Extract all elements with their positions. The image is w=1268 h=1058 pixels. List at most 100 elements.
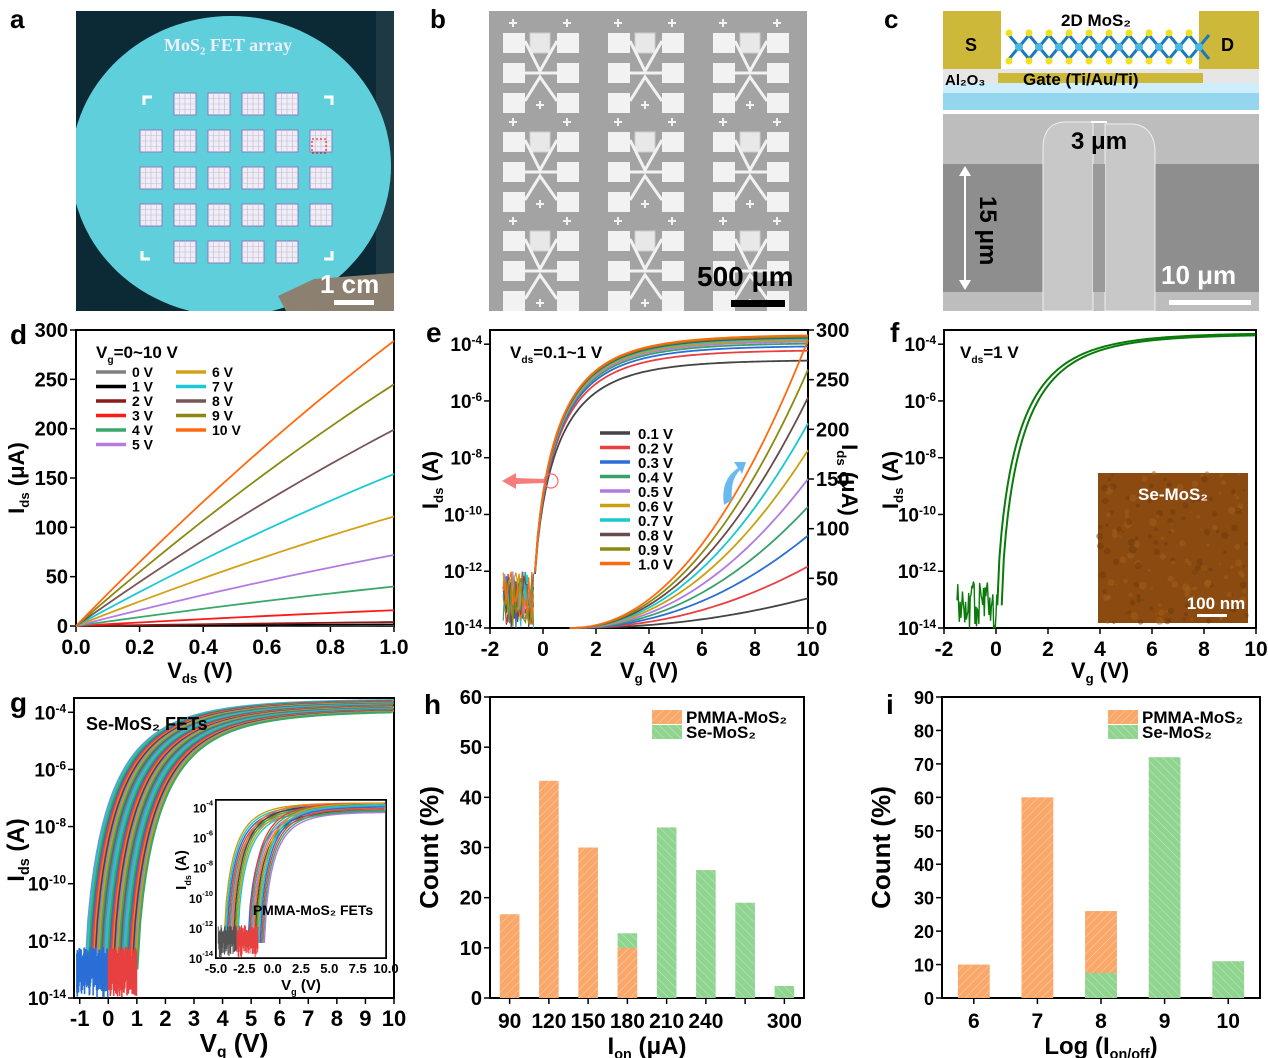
alignment-mark xyxy=(773,19,781,27)
alignment-mark xyxy=(563,217,571,225)
bar-pmma xyxy=(500,914,520,998)
alignment-mark xyxy=(509,118,517,126)
tick-label: 6 xyxy=(1146,638,1158,661)
device-cell xyxy=(608,19,684,113)
tick-label: 40 xyxy=(460,787,482,809)
tick-label: 0 xyxy=(924,989,934,1009)
device-cell xyxy=(503,118,579,212)
alignment-mark xyxy=(614,118,622,126)
s-atom xyxy=(1146,30,1153,37)
tick-label: 10-4 xyxy=(450,334,482,356)
plot-frame xyxy=(490,697,804,998)
alignment-mark xyxy=(641,101,649,109)
inset-tick-label: -2.5 xyxy=(233,961,255,976)
axis-label: Vg (V) xyxy=(200,1028,269,1058)
tick-label: 100 xyxy=(35,517,68,539)
bar-pmma xyxy=(539,781,559,998)
dielectric-label: Al₂O₃ xyxy=(945,72,985,89)
category-label: 120 xyxy=(531,1010,566,1033)
chart-onoff-histogram: 0102030405060708090i6 7 8 9 10PMMA-MoS₂Se-Mo… xyxy=(840,690,1268,1058)
mo-atom xyxy=(1135,43,1143,51)
alignment-mark xyxy=(773,217,781,225)
alignment-mark xyxy=(641,200,649,208)
alignment-mark xyxy=(668,217,676,225)
category-label: 9 xyxy=(1159,1010,1171,1033)
tick-label: 50 xyxy=(46,567,68,589)
s-atom xyxy=(1026,30,1033,37)
tick-label: 10-6 xyxy=(193,829,213,846)
panel-label: e xyxy=(426,320,442,348)
s-atom xyxy=(1006,58,1013,65)
tick-label: 1 xyxy=(131,1006,143,1031)
tick-label: 60 xyxy=(460,690,482,709)
legend-label: Se-MoS₂ xyxy=(1142,723,1212,742)
legend-label: 10 V xyxy=(212,422,241,438)
panel-label: d xyxy=(10,320,27,350)
alignment-mark xyxy=(536,299,544,307)
tick-label: 10-6 xyxy=(34,759,66,781)
tick-label: 2 xyxy=(159,1006,171,1031)
device-cell xyxy=(608,118,684,212)
tick-label: 80 xyxy=(914,721,934,741)
category-label: 240 xyxy=(688,1010,723,1033)
tick-label: 10-12 xyxy=(444,561,483,583)
bar-se xyxy=(1149,757,1181,998)
chart-hysteresis: -2 0 2 4 6 8 1010-1410-1210-1010-810-610-4fSe-… xyxy=(840,320,1268,690)
tick-label: 1.0 xyxy=(379,636,408,659)
wafer-svg xyxy=(76,11,394,311)
tick-label: 8 xyxy=(331,1006,343,1031)
alignment-mark xyxy=(563,19,571,27)
axis-label: Vds (V) xyxy=(167,658,233,686)
tick-label: 30 xyxy=(460,838,482,860)
device-cell xyxy=(503,217,579,311)
bar-pmma xyxy=(1022,797,1054,998)
tick-label: 0.4 xyxy=(189,636,219,659)
wafer-title: MoS₂ FET array xyxy=(164,35,292,56)
category-label: 90 xyxy=(498,1010,521,1033)
bar-pmma xyxy=(618,948,638,998)
tick-label: 300 xyxy=(35,320,68,342)
tick-label: 10-12 xyxy=(898,561,937,583)
inset-tick-label: 0.0 xyxy=(264,961,282,976)
width-label: 15 μm xyxy=(973,196,1001,265)
tick-label: 10-10 xyxy=(444,504,483,526)
category-label: 150 xyxy=(571,1010,606,1033)
s-atom xyxy=(1166,30,1173,37)
tick-label: 10-14 xyxy=(28,988,67,1010)
panel-label: g xyxy=(10,690,27,718)
tick-label: -2 xyxy=(935,638,954,661)
tick-label: 10-4 xyxy=(34,702,66,724)
tick-label: 20 xyxy=(914,922,934,942)
series-line xyxy=(76,430,394,626)
tick-label: 0.8 xyxy=(316,636,346,659)
annotation: Vds=1 V xyxy=(960,343,1019,366)
s-atom xyxy=(1086,58,1093,65)
alignment-mark xyxy=(536,101,544,109)
inset-ylabel: Ids (A) xyxy=(173,850,193,890)
category-label: 10 xyxy=(1217,1010,1240,1033)
axis-label: Vg (V) xyxy=(1071,658,1129,686)
legend-swatch xyxy=(1108,725,1138,739)
s-atom xyxy=(1186,58,1193,65)
axis-label: Count (%) xyxy=(866,786,896,909)
axis-label: Ids (A) xyxy=(3,818,33,881)
tick-label: 250 xyxy=(35,369,68,391)
panel-label-a: a xyxy=(10,4,24,35)
scale-bar-label: 500 μm xyxy=(697,261,794,293)
tick-label: 10-10 xyxy=(28,874,67,896)
tick-label: 50 xyxy=(816,568,838,590)
alignment-mark xyxy=(614,19,622,27)
alignment-mark xyxy=(563,118,571,126)
tick-label: 200 xyxy=(35,419,68,441)
s-atom xyxy=(1126,58,1133,65)
scale-bar-label: 1 cm xyxy=(320,269,379,300)
inset-tick-label: 10.0 xyxy=(373,961,398,976)
tick-label: 10-8 xyxy=(904,448,936,470)
tick-label: 0 xyxy=(816,618,827,640)
series-line xyxy=(76,384,394,626)
tick-label: 10-4 xyxy=(904,334,936,356)
tick-label: 8 xyxy=(749,638,761,661)
linear-curve xyxy=(570,566,809,628)
chart-device-variation: -1 0 1 2 3 4 5 6 7 8 9 1010-1410-1210-1010-810-610-… xyxy=(0,690,420,1058)
bar-pmma xyxy=(578,848,598,999)
